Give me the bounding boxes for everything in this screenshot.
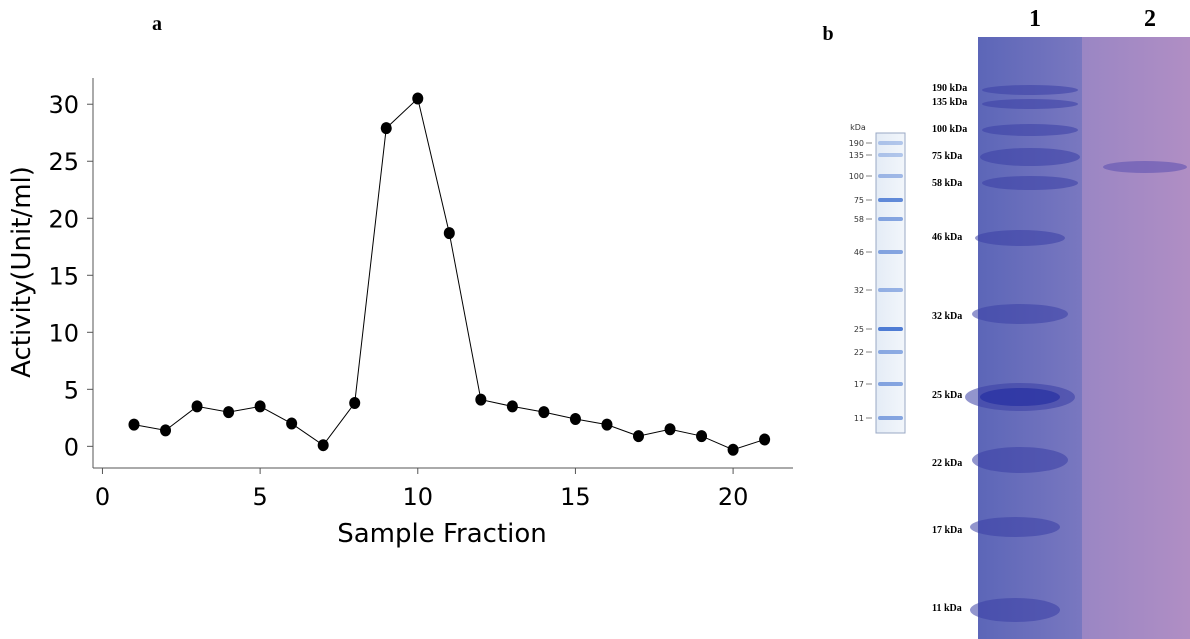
ladder-label: 135: [849, 151, 864, 160]
y-axis-title: Activity(Unit/ml): [7, 166, 37, 378]
data-point: [286, 417, 298, 430]
panel-label: b: [822, 23, 833, 45]
marker-label: 17 kDa: [932, 525, 962, 536]
ladder-label: 22: [854, 348, 864, 357]
marker-label: 100 kDa: [932, 124, 967, 135]
data-point: [412, 92, 424, 105]
ladder-label: 46: [854, 248, 864, 257]
data-point: [380, 122, 392, 135]
y-tick-label: 25: [48, 148, 79, 176]
ladder-band: [878, 174, 903, 178]
marker-label: 46 kDa: [932, 232, 962, 243]
ladder-band: [878, 141, 903, 145]
y-tick-label: 5: [64, 376, 79, 404]
y-tick-label: 10: [48, 319, 79, 347]
x-tick-label: 0: [95, 483, 110, 511]
ladder-label: 75: [854, 196, 864, 205]
ladder-band: [878, 250, 903, 254]
panel-label: a: [152, 13, 162, 35]
data-point: [128, 418, 140, 431]
data-point: [317, 439, 329, 452]
x-tick-label: 20: [718, 483, 749, 511]
ladder-label: 17: [854, 380, 864, 389]
data-line: [133, 97, 765, 451]
y-tick-label: 15: [48, 262, 79, 290]
data-point: [759, 433, 771, 446]
ladder-label: 190: [849, 139, 864, 148]
data-point: [727, 443, 739, 456]
ladder-band: [878, 217, 903, 221]
ladder-label: 100: [849, 172, 864, 181]
marker-label: 75 kDa: [932, 151, 962, 162]
lane-number: 2: [1144, 6, 1156, 32]
data-point: [191, 400, 203, 413]
x-axis-title: Sample Fraction: [337, 519, 547, 549]
data-point: [160, 424, 172, 437]
lane-2-band: [1103, 161, 1187, 173]
data-point: [475, 393, 487, 406]
marker-label: 22 kDa: [932, 458, 962, 469]
ladder-label: 11: [854, 414, 864, 423]
data-point: [569, 412, 581, 425]
lane-number: 1: [1029, 6, 1041, 32]
ladder-band: [878, 198, 903, 202]
gel: 190 kDa 135 kDa 100 kDa 75 kDa 58 kDa 46 kDa 3…: [932, 6, 1190, 639]
ladder-band: [878, 416, 903, 420]
x-tick-label: 10: [403, 483, 434, 511]
y-tick-label: 0: [64, 433, 79, 461]
data-point: [443, 227, 455, 240]
lane-1-bands: [965, 85, 1080, 622]
band: [980, 388, 1060, 406]
ladder-unit: kDa: [850, 123, 866, 132]
marker-label: 25 kDa: [932, 390, 962, 401]
ladder-band: [878, 153, 903, 157]
plot: 0 5 10 15 20 0 5 10 15 20 25 30 Sample Fraction Activ…: [7, 78, 793, 549]
marker-label: 58 kDa: [932, 178, 962, 189]
data-point: [696, 430, 708, 443]
marker-label: 32 kDa: [932, 311, 962, 322]
ladder-band: [878, 350, 903, 354]
y-tick-label: 30: [48, 91, 79, 119]
x-tick-label: 5: [252, 483, 267, 511]
marker-label: 190 kDa: [932, 83, 967, 94]
lane-2: [1082, 37, 1190, 639]
ladder-label: 58: [854, 215, 864, 224]
data-point: [254, 400, 266, 413]
x-tick-label: 15: [560, 483, 591, 511]
ladder-band: [878, 382, 903, 386]
data-point: [601, 418, 613, 431]
marker-label: 135 kDa: [932, 97, 967, 108]
ladder-inset: kDa 190 135 100 75 58 46 32 25 22 17 11: [849, 123, 906, 434]
y-tick-label: 20: [48, 205, 79, 233]
ladder-band: [878, 327, 903, 331]
lane-1: [978, 37, 1085, 639]
ladder-label: 32: [854, 286, 864, 295]
ladder-band: [878, 288, 903, 292]
data-point: [223, 406, 235, 419]
data-point: [632, 430, 644, 443]
marker-label: 11 kDa: [932, 603, 962, 614]
data-point: [538, 406, 550, 419]
data-point: [664, 423, 676, 436]
data-point: [349, 397, 361, 409]
data-point: [506, 400, 518, 413]
ladder-label: 25: [854, 325, 864, 334]
